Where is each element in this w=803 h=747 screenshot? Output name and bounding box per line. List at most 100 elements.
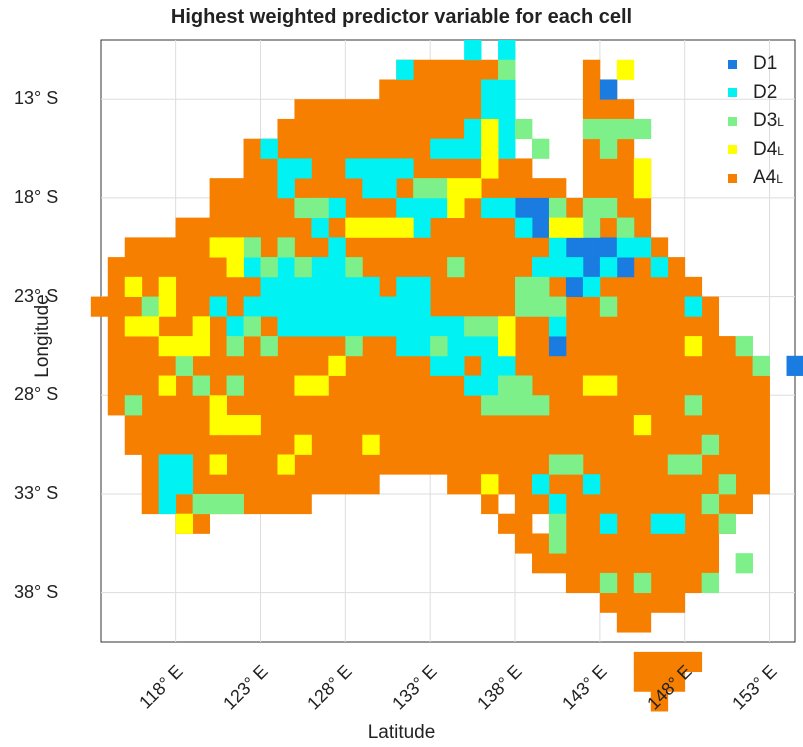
map-cell-a4 [430, 454, 448, 475]
map-cell-a4 [599, 336, 618, 357]
map-cell-a4 [718, 375, 737, 396]
map-cell-a4 [515, 316, 533, 337]
map-cell-a4 [599, 355, 618, 376]
map-cell-a4 [294, 493, 312, 515]
map-cell-a4 [345, 99, 363, 120]
map-cell-a4 [752, 375, 770, 396]
map-cell-a4 [209, 355, 227, 376]
map-cell-d3 [192, 493, 210, 515]
map-cell-a4 [481, 217, 499, 238]
map-cell-d3 [515, 276, 533, 297]
map-cell-a4 [90, 296, 109, 317]
map-cell-a4 [345, 197, 363, 219]
map-cell-a4 [447, 158, 465, 179]
map-cell-d2 [260, 276, 278, 297]
map-cell-d3 [413, 178, 431, 199]
map-cell-d2 [447, 316, 465, 337]
map-cell-a4 [413, 138, 431, 159]
map-cell-a4 [345, 237, 363, 258]
map-cell-a4 [328, 118, 346, 140]
map-cell-a4 [260, 415, 278, 436]
map-cell-a4 [582, 316, 601, 337]
map-cell-d3 [430, 336, 448, 357]
map-cell-a4 [447, 99, 465, 120]
map-cell-d2 [413, 296, 431, 317]
map-cell-a4 [616, 296, 635, 317]
map-cell-a4 [667, 296, 686, 317]
map-cell-d4 [158, 375, 177, 396]
map-cell-d4 [481, 474, 499, 495]
map-cell-d2 [464, 138, 482, 159]
map-cell-a4 [582, 355, 601, 376]
map-cell-a4 [379, 276, 397, 297]
map-cell-a4 [447, 375, 465, 396]
map-cell-a4 [684, 572, 703, 594]
map-cell-a4 [260, 355, 278, 376]
map-cell-d4 [175, 513, 194, 534]
map-cell-d3 [515, 375, 533, 396]
map-cell-a4 [345, 454, 363, 475]
map-cell-a4 [226, 296, 244, 317]
map-cell-a4 [345, 395, 363, 416]
map-cell-a4 [396, 178, 414, 199]
map-cell-a4 [345, 118, 363, 140]
map-cell-d3 [701, 434, 720, 455]
map-cell-d3 [209, 493, 227, 515]
map-cell-a4 [311, 158, 329, 179]
map-cell-a4 [294, 118, 312, 140]
map-cell-a4 [158, 434, 177, 455]
map-cell-a4 [752, 454, 770, 475]
map-cell-a4 [481, 434, 499, 455]
map-cell-d3 [481, 316, 499, 337]
map-cell-a4 [362, 118, 380, 140]
map-cell-a4 [107, 276, 126, 297]
map-cell-a4 [515, 493, 533, 515]
map-cell-d3 [735, 553, 753, 574]
map-cell-a4 [701, 415, 720, 436]
map-cell-a4 [684, 474, 703, 495]
map-cell-d2 [362, 178, 380, 199]
map-cell-d3 [531, 296, 550, 317]
map-cell-a4 [447, 237, 465, 258]
map-cell-a4 [667, 474, 686, 495]
map-cell-d4 [209, 415, 227, 436]
map-cell-d4 [582, 375, 601, 396]
map-cell-a4 [413, 375, 431, 396]
map-cell-d3 [515, 395, 533, 416]
map-cell-a4 [430, 99, 448, 120]
map-cell-a4 [396, 434, 414, 455]
map-cell-a4 [718, 395, 737, 416]
legend-label: D4L [753, 138, 784, 160]
map-cell-a4 [752, 395, 770, 416]
map-cell-a4 [447, 395, 465, 416]
map-cell-a4 [192, 237, 210, 258]
map-cell-a4 [328, 217, 346, 238]
map-cell-a4 [464, 276, 482, 297]
map-cell-d3 [684, 454, 703, 475]
map-cell-d3 [548, 197, 567, 219]
map-cell-a4 [633, 493, 652, 515]
map-cell-a4 [565, 316, 584, 337]
y-tick-label: 18° S [14, 186, 59, 207]
map-cell-d2 [447, 336, 465, 357]
map-cell-d3 [481, 395, 499, 416]
map-cell-a4 [294, 355, 312, 376]
map-cell-a4 [396, 415, 414, 436]
map-cell-a4 [328, 336, 346, 357]
map-cell-d2 [582, 276, 601, 297]
map-cell-a4 [362, 257, 380, 278]
map-cell-d4 [141, 316, 160, 337]
map-cell-d2 [328, 316, 346, 337]
map-cell-a4 [260, 217, 278, 238]
map-cell-d4 [124, 316, 143, 337]
map-cell-a4 [616, 415, 635, 436]
map-cell-a4 [548, 434, 567, 455]
map-cell-a4 [548, 276, 567, 297]
map-cell-d1 [531, 197, 550, 219]
map-cell-a4 [464, 415, 482, 436]
map-cell-a4 [464, 454, 482, 475]
map-cell-a4 [616, 434, 635, 455]
map-cell-a4 [209, 217, 227, 238]
map-cell-a4 [633, 217, 652, 238]
map-cell-a4 [362, 454, 380, 475]
